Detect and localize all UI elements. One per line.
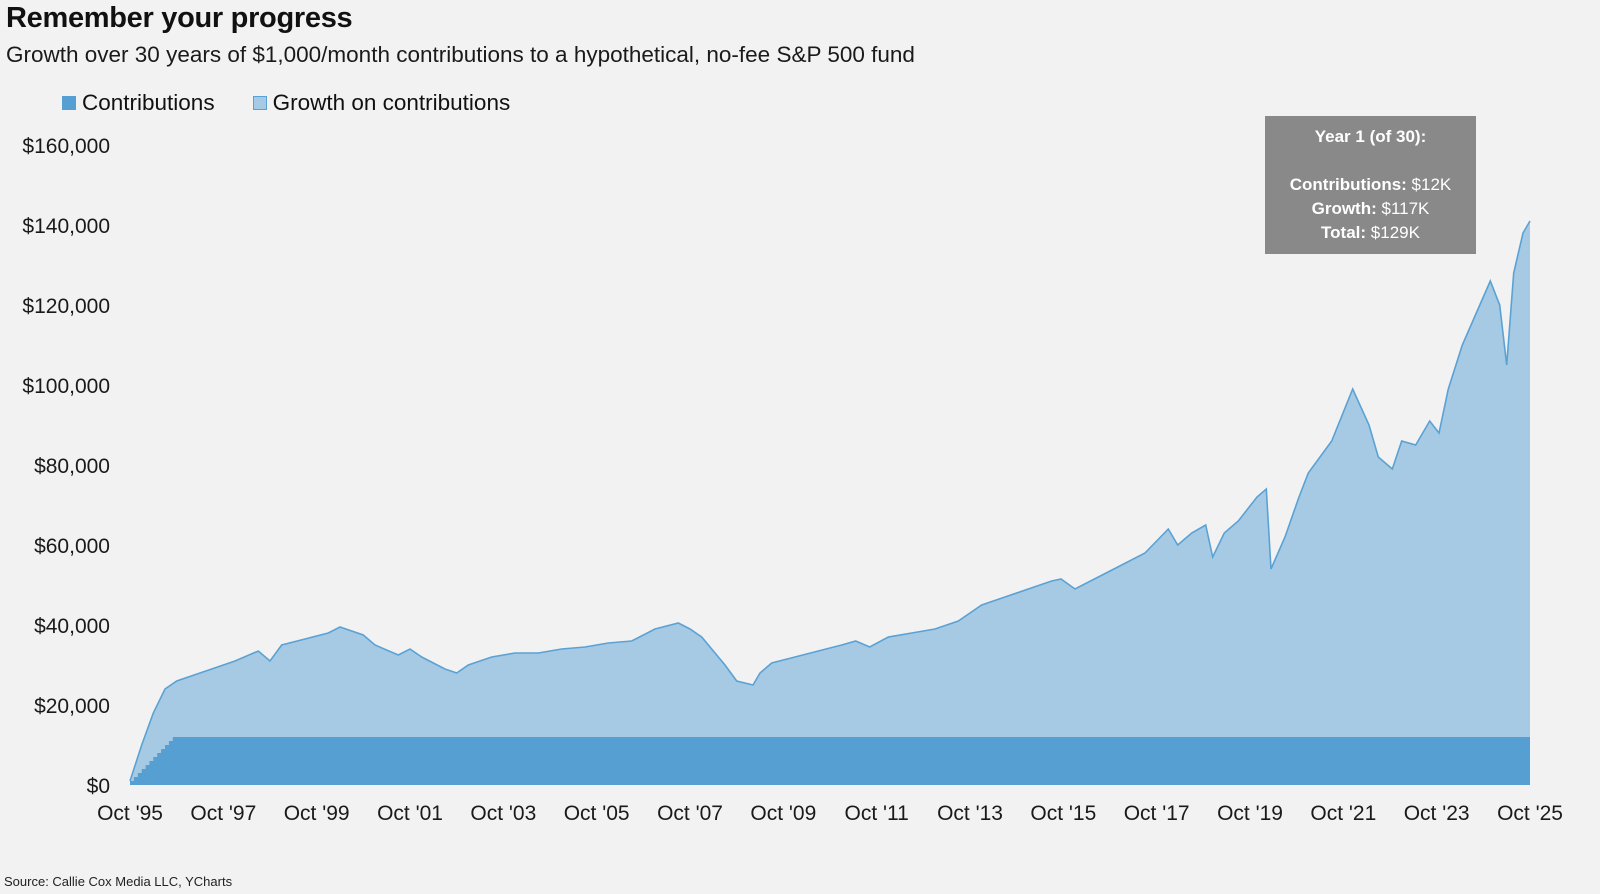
x-tick-label: Oct '23 bbox=[1404, 802, 1470, 825]
x-tick-label: Oct '25 bbox=[1497, 802, 1563, 825]
legend-item-contributions: Contributions bbox=[62, 90, 215, 116]
contributions-area bbox=[130, 737, 1530, 785]
y-tick-label: $40,000 bbox=[34, 615, 110, 638]
growth-line bbox=[129, 220, 1531, 782]
x-tick-label: Oct '03 bbox=[470, 802, 536, 825]
x-tick-label: Oct '13 bbox=[937, 802, 1003, 825]
legend-label-growth: Growth on contributions bbox=[272, 90, 511, 115]
chart-subtitle: Growth over 30 years of $1,000/month con… bbox=[6, 42, 915, 67]
x-tick-label: Oct '21 bbox=[1310, 802, 1376, 825]
x-tick-label: Oct '09 bbox=[750, 802, 816, 825]
legend-label-contributions: Contributions bbox=[82, 90, 215, 115]
y-tick-label: $100,000 bbox=[22, 375, 110, 398]
x-tick-label: Oct '07 bbox=[657, 802, 723, 825]
tooltip-growth: Growth: $117K bbox=[1311, 199, 1430, 218]
legend-swatch-contributions bbox=[62, 96, 76, 110]
y-tick-label: $20,000 bbox=[34, 695, 110, 718]
tooltip-total: Total: $129K bbox=[1321, 223, 1420, 242]
x-tick-label: Oct '97 bbox=[190, 802, 256, 825]
legend-swatch-growth bbox=[252, 96, 267, 110]
y-tick-label: $120,000 bbox=[22, 295, 110, 318]
x-tick-label: Oct '17 bbox=[1124, 802, 1190, 825]
source-note: Source: Callie Cox Media LLC, YCharts bbox=[4, 874, 233, 889]
y-tick-label: $160,000 bbox=[22, 135, 110, 158]
y-tick-label: $80,000 bbox=[34, 455, 110, 478]
tooltip-contributions: Contributions: $12K bbox=[1289, 175, 1452, 194]
y-tick-label: $0 bbox=[87, 775, 110, 798]
x-tick-label: Oct '05 bbox=[564, 802, 630, 825]
x-tick-label: Oct '01 bbox=[377, 802, 443, 825]
legend: Contributions Growth on contributions bbox=[62, 90, 548, 116]
x-tick-label: Oct '99 bbox=[284, 802, 350, 825]
y-tick-label: $140,000 bbox=[22, 215, 110, 238]
x-tick-label: Oct '19 bbox=[1217, 802, 1283, 825]
tooltip-box: Year 1 (of 30): Contributions: $12K Grow… bbox=[1265, 116, 1476, 254]
x-tick-label: Oct '95 bbox=[97, 802, 163, 825]
tooltip-heading: Year 1 (of 30): bbox=[1314, 127, 1427, 146]
legend-item-growth: Growth on contributions bbox=[252, 90, 511, 116]
x-tick-label: Oct '11 bbox=[845, 802, 909, 825]
chart-title: Remember your progress bbox=[6, 2, 353, 34]
growth-area bbox=[130, 221, 1530, 785]
y-tick-label: $60,000 bbox=[34, 535, 110, 558]
x-tick-label: Oct '15 bbox=[1030, 802, 1096, 825]
